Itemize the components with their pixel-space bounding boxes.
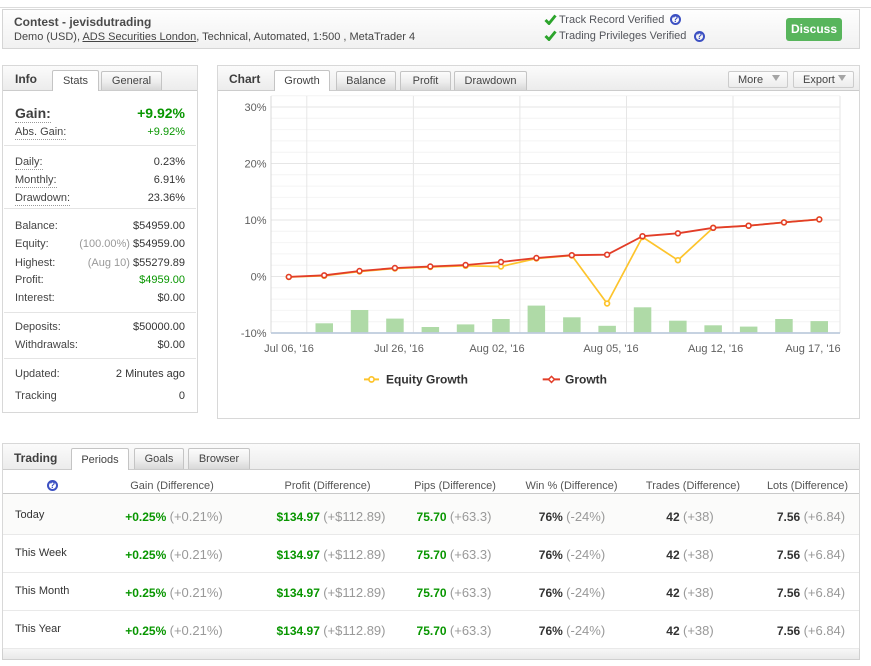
- svg-text:20%: 20%: [244, 159, 266, 171]
- svg-text:Aug 05, '16: Aug 05, '16: [583, 343, 638, 355]
- svg-text:Aug 12, '16: Aug 12, '16: [688, 343, 743, 355]
- svg-text:Equity Growth: Equity Growth: [386, 372, 468, 386]
- svg-text:-10%: -10%: [241, 328, 267, 340]
- svg-text:0%: 0%: [251, 272, 267, 284]
- svg-text:10%: 10%: [244, 215, 266, 227]
- svg-text:Aug 02, '16: Aug 02, '16: [469, 343, 524, 355]
- svg-text:Growth: Growth: [565, 372, 607, 386]
- svg-text:Aug 17, '16: Aug 17, '16: [785, 343, 840, 355]
- svg-text:Jul 06, '16: Jul 06, '16: [264, 343, 314, 355]
- svg-text:30%: 30%: [244, 102, 266, 114]
- svg-text:Jul 26, '16: Jul 26, '16: [374, 343, 424, 355]
